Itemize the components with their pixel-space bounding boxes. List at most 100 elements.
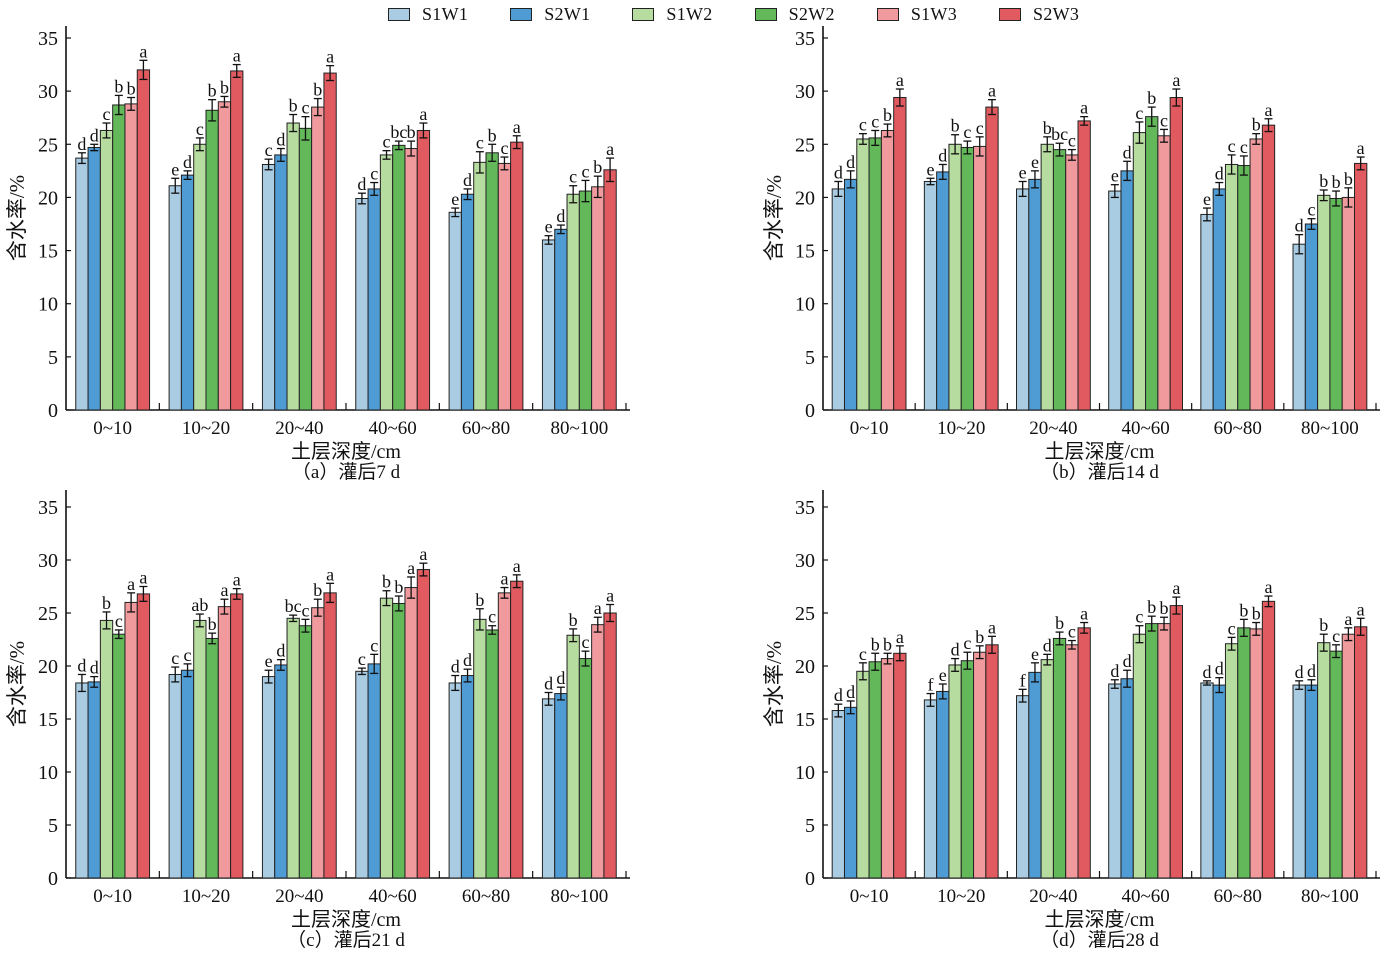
y-tick-label: 20 [795,187,815,209]
bar-s1w2 [1317,642,1331,879]
significance-letter: b [951,116,960,136]
x-tick-label: 10~20 [182,418,230,439]
y-tick-label: 35 [795,497,815,519]
y-tick-label: 35 [38,497,58,519]
legend-label: S2W3 [1033,3,1080,24]
y-axis-label: 含水率/% [762,175,786,261]
significance-letter: d [1215,659,1224,679]
category-group-60~80: d d cb ba [1200,577,1276,879]
significance-letter: b [208,614,217,634]
category-group-20~40: eeb bc ca [1016,98,1091,411]
bar-s1w2 [473,618,487,879]
category-group-40~60: dcc bc ba [355,104,431,411]
bar-s2w1 [180,669,195,879]
significance-letter: a [896,70,904,90]
bar-s1w3 [973,145,987,411]
significance-letter: b [1055,613,1064,633]
legend-swatch [754,7,777,21]
significance-letter: c [370,635,378,655]
bar-s2w3 [136,593,151,879]
x-tick-label: 40~60 [1121,886,1169,907]
bar-s1w3 [124,601,138,879]
bar-s1w3 [217,101,232,411]
bar-s2w1 [1120,170,1134,411]
significance-letter: c [1068,622,1076,642]
bar-s2w3 [603,169,617,411]
bar-s1w3 [973,651,987,879]
significance-letter: bc [285,596,302,616]
significance-letter: b [1043,118,1052,138]
y-tick-label: 35 [795,28,815,50]
bar-s2w2 [298,625,313,879]
significance-letter: d [77,655,86,675]
y-tick-label: 0 [805,400,815,422]
bar-s1w2 [99,619,114,879]
bar-s2w1 [1304,684,1319,879]
significance-letter: a [1080,604,1088,624]
significance-letter: b [394,577,403,597]
bar-s2w1 [1028,178,1042,411]
x-tick-label: 20~40 [1029,418,1077,439]
y-axis-label: 含水率/% [762,641,786,727]
significance-letter: b [1332,172,1341,192]
y-tick-label: 15 [795,709,815,731]
bar-s1w2 [99,129,114,411]
significance-letter: c [1240,137,1248,157]
y-tick-label: 25 [795,603,815,625]
bar-s1w2 [1132,633,1147,879]
significance-letter: b [407,122,416,142]
significance-letter: d [1203,662,1212,682]
significance-letter: c [358,649,366,669]
significance-letter: b [1319,615,1328,635]
bar-s1w2 [856,138,870,411]
y-tick-label: 5 [805,347,815,369]
significance-letter: a [326,47,334,67]
y-tick-label: 10 [38,294,58,316]
significance-letter: b [975,627,984,647]
bar-s2w1 [1304,223,1319,411]
bar-s1w3 [591,186,605,411]
bar-s1w1 [1016,695,1030,879]
y-tick-label: 30 [795,550,815,572]
significance-letter: d [846,682,855,702]
bar-s1w2 [856,670,870,879]
y-tick-label: 10 [38,762,58,784]
significance-letter: d [1295,662,1304,682]
significance-letter: a [1357,138,1365,158]
category-group-20~40: ed bc cba [261,564,337,879]
significance-letter: d [544,674,553,694]
significance-letter: d [951,640,960,660]
bar-s1w2 [1317,194,1331,411]
bar-s1w3 [880,129,895,411]
significance-letter: e [1203,189,1211,209]
panel-title: （b）灌后14 d [1040,461,1159,483]
y-tick-label: 30 [795,81,815,103]
significance-letter: a [594,598,602,618]
bar-s2w1 [87,146,101,411]
bar-s2w3 [1077,627,1091,879]
y-tick-label: 30 [38,81,58,103]
significance-letter: c [1068,131,1076,151]
significance-letter: c [1228,618,1236,638]
bar-s1w3 [1065,644,1079,879]
panel-title: （a）灌后7 d [292,461,401,483]
significance-letter: c [196,119,204,139]
significance-letter: a [233,570,241,590]
significance-letter: bc [1051,124,1068,144]
bar-s1w1 [1292,243,1306,411]
significance-letter: a [1265,100,1273,120]
significance-letter: a [1172,70,1180,90]
x-tick-label: 10~20 [937,418,985,439]
significance-letter: ab [191,595,208,615]
bar-s2w3 [1169,97,1183,411]
significance-letter: a [220,580,228,600]
legend-swatch [632,7,655,21]
significance-letter: c [383,132,391,152]
legend-label: S1W3 [910,3,958,24]
bar-s2w3 [893,652,907,879]
x-tick-label: 40~60 [369,418,417,439]
significance-letter: b [220,77,229,97]
significance-letter: c [1160,110,1168,130]
